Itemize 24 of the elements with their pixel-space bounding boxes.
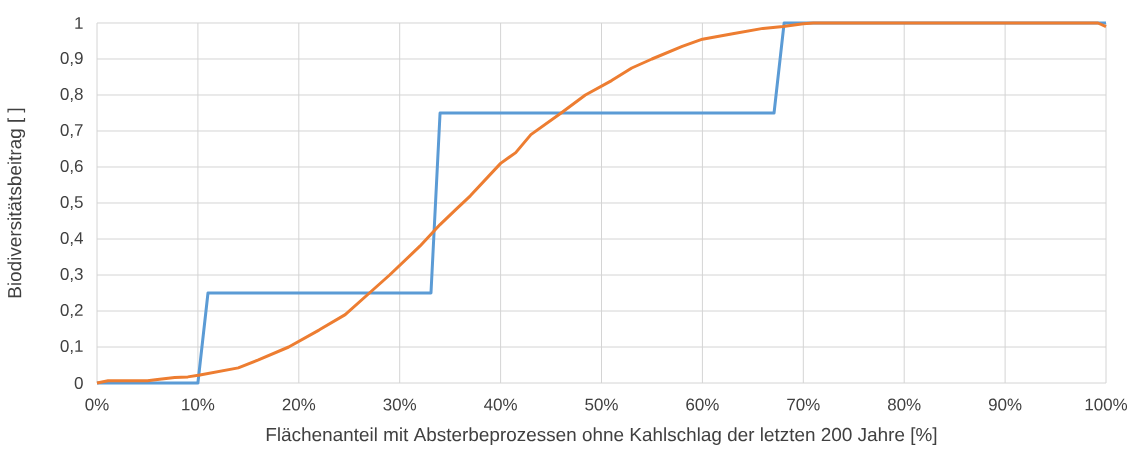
x-tick-label: 80% xyxy=(887,398,921,411)
x-tick-label: 20% xyxy=(282,398,316,411)
x-tick-label: 100% xyxy=(1085,398,1128,411)
x-tick-label: 30% xyxy=(383,398,417,411)
x-tick-label: 90% xyxy=(988,398,1022,411)
y-tick-label: 0 xyxy=(74,377,83,389)
x-tick-label: 10% xyxy=(182,398,215,411)
y-tick-label: 0,5 xyxy=(60,196,83,210)
x-tick-label: 0% xyxy=(85,398,109,411)
y-tick-label: 0,9 xyxy=(60,52,83,66)
y-tick-label: 0,4 xyxy=(60,232,83,246)
x-axis-title: Flächenanteil mit Absterbeprozessen ohne Kahlschlag der letzten 200 Jahre [%] xyxy=(266,427,937,445)
x-tick-label: 60% xyxy=(686,398,719,411)
y-tick-label: 0,3 xyxy=(60,268,83,282)
y-axis-title: Biodiversitätsbeitrag [ ] xyxy=(7,108,26,298)
y-tick-label: 0,2 xyxy=(60,304,83,318)
x-tick-label: 50% xyxy=(585,398,618,411)
y-tick-label: 0,6 xyxy=(60,160,83,174)
y-tick-label: 0,7 xyxy=(60,124,83,138)
x-tick-label: 40% xyxy=(484,398,517,411)
x-tick-label: 70% xyxy=(787,398,820,411)
y-tick-label: 0,1 xyxy=(60,340,83,354)
y-tick-label: 1 xyxy=(75,17,83,29)
y-tick-label: 0,8 xyxy=(60,88,83,102)
